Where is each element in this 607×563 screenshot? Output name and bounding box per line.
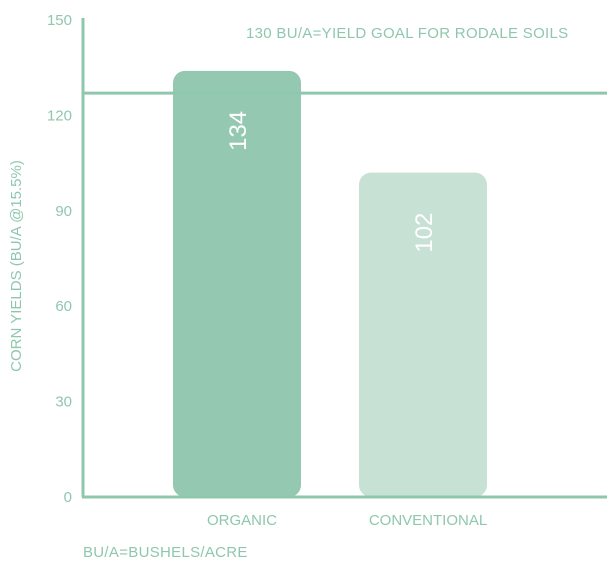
bar-organic <box>173 70 301 497</box>
x-category-label: ORGANIC <box>207 512 277 529</box>
y-tick-label: 90 <box>55 203 72 220</box>
y-tick-label: 30 <box>55 394 72 411</box>
x-axis-categories: ORGANIC CONVENTIONAL <box>207 512 487 529</box>
y-tick-label: 150 <box>47 12 72 29</box>
bar-value-label: 134 <box>225 111 252 151</box>
y-tick-label: 0 <box>64 489 72 506</box>
y-tick-label: 60 <box>55 298 72 315</box>
y-tick-label: 120 <box>47 107 72 124</box>
bar-value-label: 102 <box>411 213 438 253</box>
x-category-label: CONVENTIONAL <box>369 512 487 529</box>
y-axis-ticks: 0 30 60 90 120 150 <box>47 12 72 506</box>
footnote: BU/A=BUSHELS/ACRE <box>83 544 248 561</box>
bars: 134 102 <box>173 70 487 497</box>
bar-conventional <box>359 172 487 497</box>
y-axis-label: CORN YIELDS (BU/A @15.5%) <box>8 160 25 372</box>
reference-line-label: 130 BU/A=YIELD GOAL FOR RODALE SOILS <box>246 25 568 42</box>
